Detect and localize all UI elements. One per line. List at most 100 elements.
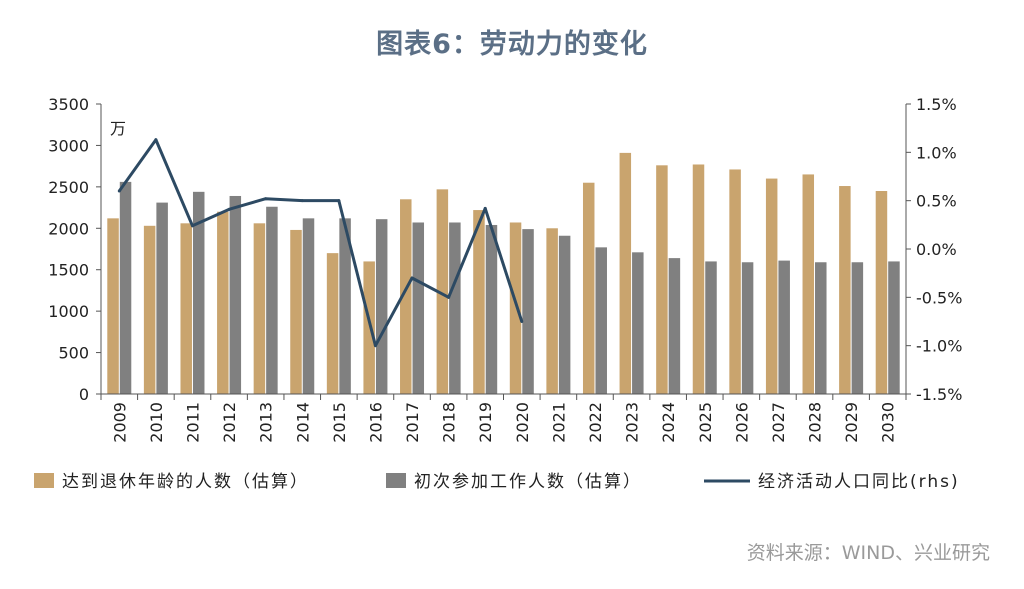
bar-retirement-2012 bbox=[217, 211, 229, 394]
bar-new-workers-2022 bbox=[595, 247, 607, 394]
line-point-2013 bbox=[264, 197, 268, 201]
x-tick-label-2026: 2026 bbox=[732, 402, 751, 443]
x-tick-label-2025: 2025 bbox=[696, 402, 715, 443]
x-tick-label-2018: 2018 bbox=[440, 402, 459, 443]
x-tick-label-2013: 2013 bbox=[257, 402, 276, 443]
x-tick-label-2023: 2023 bbox=[623, 402, 642, 443]
source-note: 资料来源：WIND、兴业研究 bbox=[746, 542, 990, 564]
bar-new-workers-2017 bbox=[412, 222, 425, 394]
bar-retirement-2017 bbox=[400, 199, 412, 394]
legend-swatch-0 bbox=[34, 473, 54, 488]
bar-new-workers-2025 bbox=[705, 261, 717, 394]
right-tick-label-5: 1.0% bbox=[916, 143, 957, 162]
x-tick-label-2020: 2020 bbox=[513, 402, 532, 443]
bar-new-workers-2024 bbox=[668, 258, 681, 394]
bar-retirement-2019 bbox=[473, 210, 485, 394]
right-tick-label-0: -1.5% bbox=[916, 385, 962, 404]
bar-new-workers-2020 bbox=[522, 229, 534, 394]
bar-new-workers-2015 bbox=[339, 218, 351, 394]
line-labor-force-yoy bbox=[118, 138, 524, 348]
x-tick-label-2015: 2015 bbox=[330, 402, 349, 443]
right-tick-label-6: 1.5% bbox=[916, 95, 957, 114]
right-tick-label-2: -0.5% bbox=[916, 288, 962, 307]
bar-new-workers-2019 bbox=[485, 224, 498, 394]
bar-new-workers-2027 bbox=[778, 260, 790, 394]
x-tick-label-2022: 2022 bbox=[586, 402, 605, 443]
line-point-2017 bbox=[410, 276, 414, 280]
bar-retirement-2016 bbox=[363, 261, 375, 394]
x-tick-label-2029: 2029 bbox=[842, 402, 861, 443]
bar-retirement-2010 bbox=[143, 225, 156, 394]
x-tick-label-2024: 2024 bbox=[659, 402, 678, 443]
left-tick-label-2500: 2500 bbox=[48, 178, 89, 197]
right-tick-label-3: 0.0% bbox=[916, 240, 957, 259]
left-tick-label-1000: 1000 bbox=[48, 302, 89, 321]
line-point-2011 bbox=[190, 224, 194, 228]
line-point-2014 bbox=[300, 199, 304, 203]
left-tick-label-500: 500 bbox=[58, 344, 89, 363]
left-axis-unit: 万 bbox=[110, 119, 126, 138]
right-tick-label-4: 0.5% bbox=[916, 192, 957, 211]
bar-retirement-2015 bbox=[326, 253, 339, 394]
bar-new-workers-2026 bbox=[741, 262, 754, 394]
bar-retirement-2020 bbox=[509, 222, 522, 394]
x-tick-label-2019: 2019 bbox=[476, 402, 495, 443]
x-tick-label-2021: 2021 bbox=[549, 402, 568, 443]
line-point-2009 bbox=[117, 189, 121, 193]
bar-retirement-2021 bbox=[546, 228, 558, 394]
bar-retirement-2024 bbox=[656, 165, 668, 394]
bar-new-workers-2010 bbox=[156, 202, 168, 394]
x-tick-label-2016: 2016 bbox=[366, 402, 385, 443]
bar-new-workers-2014 bbox=[302, 218, 315, 394]
bar-retirement-2009 bbox=[107, 218, 119, 394]
right-tick-label-1: -1.0% bbox=[916, 337, 962, 356]
bar-retirement-2028 bbox=[802, 174, 815, 394]
legend-swatch-1 bbox=[386, 473, 406, 488]
bar-new-workers-2028 bbox=[815, 262, 827, 394]
bar-retirement-2023 bbox=[619, 152, 632, 394]
bar-retirement-2013 bbox=[253, 223, 266, 394]
bar-new-workers-2029 bbox=[851, 262, 864, 394]
bar-retirement-2011 bbox=[180, 223, 192, 394]
x-tick-label-2017: 2017 bbox=[403, 402, 422, 443]
bar-retirement-2029 bbox=[839, 186, 851, 394]
bar-new-workers-2011 bbox=[192, 191, 205, 394]
left-tick-label-2000: 2000 bbox=[48, 219, 89, 238]
bar-retirement-2022 bbox=[582, 182, 595, 394]
line-point-2018 bbox=[447, 295, 451, 299]
line-point-2015 bbox=[337, 199, 341, 203]
bar-retirement-2030 bbox=[875, 191, 888, 394]
bar-retirement-2026 bbox=[729, 169, 741, 394]
chart-title: 图表6：劳动力的变化 bbox=[376, 29, 648, 60]
bar-new-workers-2018 bbox=[449, 222, 461, 394]
left-tick-label-3500: 3500 bbox=[48, 95, 89, 114]
line-point-2010 bbox=[154, 138, 158, 142]
line-point-2016 bbox=[373, 344, 377, 348]
line-point-2012 bbox=[227, 207, 231, 211]
x-tick-label-2010: 2010 bbox=[147, 402, 166, 443]
legend-label-1: 初次参加工作人数（估算） bbox=[414, 472, 642, 492]
x-tick-label-2009: 2009 bbox=[110, 402, 129, 443]
left-tick-label-3000: 3000 bbox=[48, 136, 89, 155]
line-point-2020 bbox=[520, 320, 524, 323]
bar-new-workers-2012 bbox=[229, 195, 242, 394]
left-tick-label-0: 0 bbox=[79, 385, 89, 404]
legend-label-2: 经济活动人口同比(rhs) bbox=[758, 472, 960, 492]
x-tick-label-2027: 2027 bbox=[769, 402, 788, 443]
left-tick-label-1500: 1500 bbox=[48, 261, 89, 280]
bar-new-workers-2016 bbox=[375, 219, 388, 394]
x-tick-label-2011: 2011 bbox=[183, 402, 202, 443]
x-tick-label-2014: 2014 bbox=[293, 402, 312, 443]
bar-retirement-2027 bbox=[765, 178, 778, 394]
bar-new-workers-2030 bbox=[888, 261, 900, 394]
bar-new-workers-2023 bbox=[632, 252, 644, 394]
bar-retirement-2014 bbox=[290, 229, 302, 394]
x-tick-label-2028: 2028 bbox=[806, 402, 825, 443]
bar-retirement-2018 bbox=[436, 189, 449, 394]
legend-label-0: 达到退休年龄的人数（估算） bbox=[62, 472, 309, 492]
bar-retirement-2025 bbox=[692, 164, 705, 394]
bar-new-workers-2021 bbox=[558, 235, 571, 394]
bar-new-workers-2013 bbox=[266, 206, 278, 394]
x-tick-label-2012: 2012 bbox=[220, 402, 239, 443]
